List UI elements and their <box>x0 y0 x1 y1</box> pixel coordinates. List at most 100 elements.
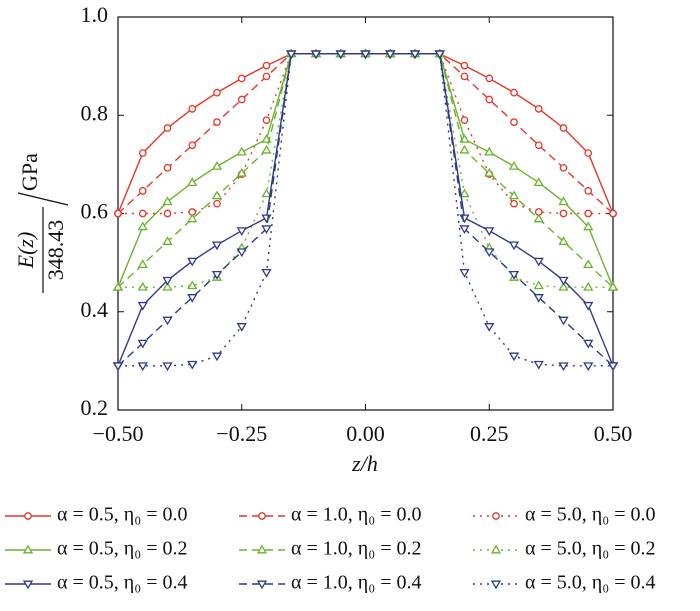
marker <box>236 227 247 236</box>
marker <box>187 177 198 187</box>
legend-entry: α = 1.0, η₀ = 0.2 <box>239 538 421 560</box>
marker <box>490 580 502 590</box>
marker <box>558 281 569 291</box>
y-axis-label: E(z) 348.43 GPa <box>13 153 69 293</box>
marker <box>490 544 502 554</box>
marker <box>114 209 122 218</box>
series-line <box>118 53 613 215</box>
marker <box>213 118 221 126</box>
marker <box>137 259 148 269</box>
marker <box>558 236 569 245</box>
marker <box>258 512 266 520</box>
marker <box>163 163 172 172</box>
marker <box>211 270 223 280</box>
x-tick-label: 0.00 <box>346 421 385 446</box>
marker <box>558 276 569 286</box>
legend-label: α = 0.5, η₀ = 0.4 <box>57 572 187 594</box>
marker <box>112 281 124 291</box>
marker <box>558 316 569 326</box>
marker <box>508 190 520 200</box>
marker <box>188 105 197 113</box>
marker <box>335 50 346 60</box>
marker <box>583 301 594 311</box>
series-line <box>117 53 614 367</box>
marker <box>211 241 223 251</box>
marker <box>460 61 469 70</box>
marker <box>162 236 173 245</box>
marker <box>310 50 322 60</box>
marker <box>607 362 619 372</box>
legend-entry: α = 5.0, η₀ = 0.0 <box>473 504 655 526</box>
marker <box>262 116 271 125</box>
series-line <box>117 53 614 288</box>
series-line <box>117 53 614 288</box>
marker <box>459 225 470 235</box>
marker <box>459 188 470 198</box>
marker <box>262 61 271 70</box>
marker <box>510 118 518 126</box>
marker <box>187 360 198 370</box>
marker <box>256 580 268 590</box>
marker <box>261 225 272 235</box>
slash <box>17 192 69 206</box>
marker <box>533 294 544 303</box>
series-line <box>117 53 614 214</box>
marker <box>508 161 520 170</box>
marker <box>609 209 617 218</box>
marker <box>162 196 173 206</box>
legend-entry: α = 1.0, η₀ = 0.4 <box>239 572 421 594</box>
marker <box>583 221 594 231</box>
marker <box>138 187 147 195</box>
marker <box>187 213 198 223</box>
marker <box>508 270 520 280</box>
marker <box>533 280 544 290</box>
marker <box>484 248 495 258</box>
marker <box>492 512 500 520</box>
marker <box>559 124 568 132</box>
marker <box>583 362 594 372</box>
marker <box>558 362 569 372</box>
marker <box>237 74 246 83</box>
marker <box>533 360 544 370</box>
x-tick-label: 0.50 <box>594 421 633 446</box>
marker <box>211 352 223 362</box>
marker <box>533 213 544 223</box>
marker <box>162 316 173 326</box>
marker <box>584 209 593 218</box>
marker <box>211 190 223 200</box>
marker <box>262 72 271 81</box>
marker <box>484 167 495 177</box>
marker <box>409 50 421 60</box>
series-line <box>117 53 614 215</box>
marker <box>138 149 147 157</box>
marker <box>484 146 495 156</box>
y-tick-label: 0.8 <box>81 100 109 125</box>
x-tick-label: 0.25 <box>470 421 509 446</box>
marker <box>137 281 148 291</box>
series-line <box>118 53 613 288</box>
marker <box>460 72 469 81</box>
y-label-numerator: E(z) <box>13 232 38 270</box>
marker <box>508 241 520 251</box>
marker <box>583 339 594 349</box>
y-tick-label: 0.2 <box>81 395 109 420</box>
marker <box>24 512 32 520</box>
legend-entry: α = 5.0, η₀ = 0.4 <box>473 572 655 594</box>
marker <box>533 257 544 267</box>
marker <box>385 50 396 60</box>
marker <box>460 116 469 125</box>
marker <box>137 339 148 349</box>
marker <box>484 323 495 332</box>
x-axis-label: z/h <box>351 451 378 476</box>
marker <box>583 259 594 269</box>
marker <box>459 144 470 154</box>
marker <box>22 544 34 554</box>
marker <box>236 146 247 156</box>
marker <box>237 95 246 104</box>
marker <box>559 163 568 172</box>
marker <box>261 214 272 224</box>
y-label-denominator: 348.43 <box>43 220 68 281</box>
legend-entry: α = 5.0, η₀ = 0.2 <box>473 538 655 560</box>
legend-label: α = 5.0, η₀ = 0.4 <box>525 572 655 594</box>
marker <box>188 141 197 150</box>
